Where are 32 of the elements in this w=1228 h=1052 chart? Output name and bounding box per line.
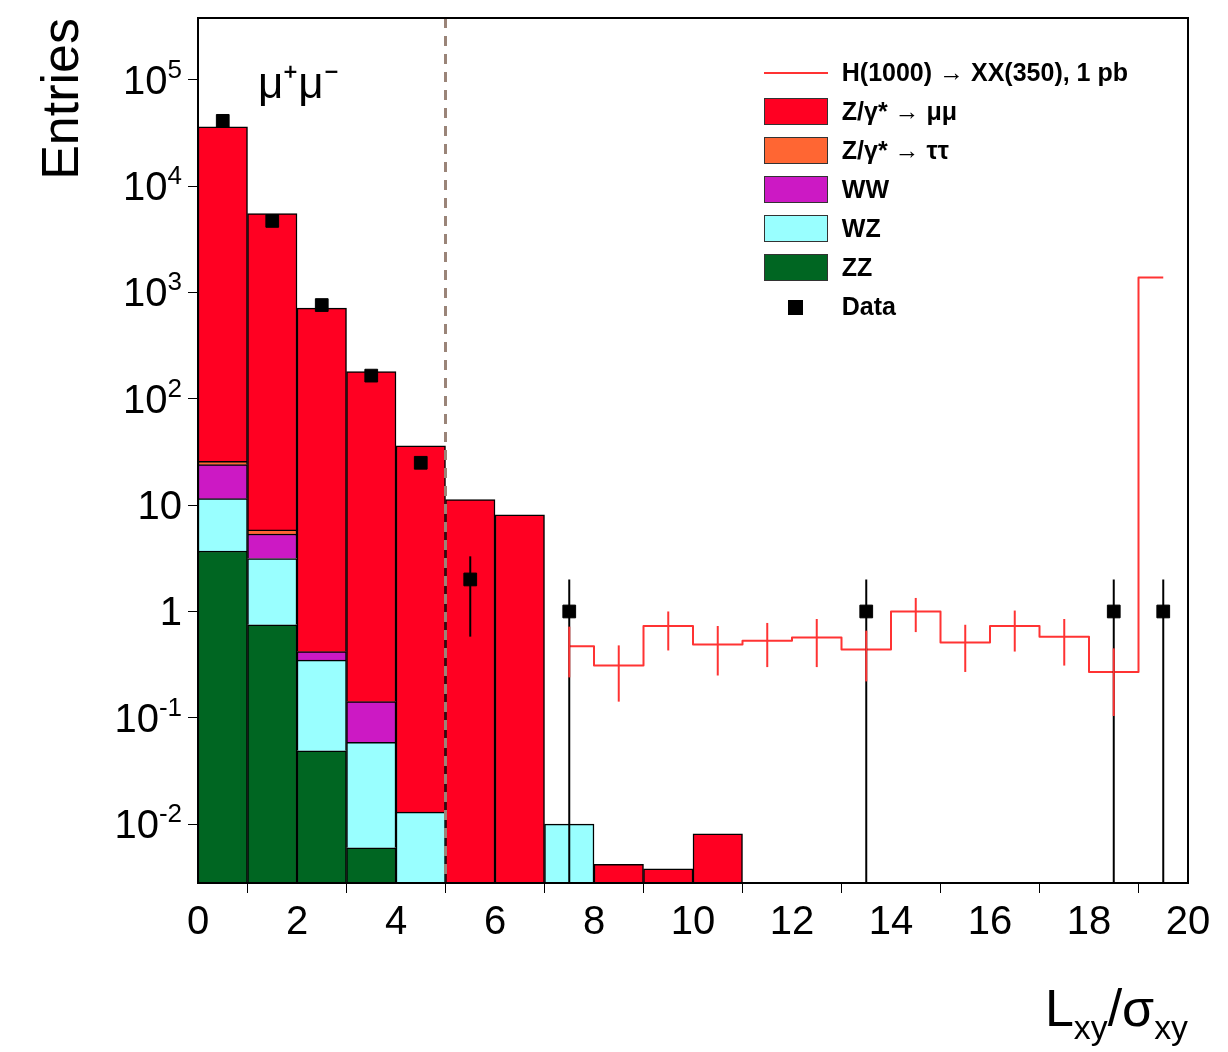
point	[314, 298, 329, 312]
x-tick-label: 14	[868, 898, 914, 943]
point	[463, 572, 478, 587]
y-tick-label: 10	[137, 483, 183, 528]
x-tick-label: 20	[1165, 898, 1211, 943]
legend-label: Z/γ* → ττ	[841, 136, 949, 165]
point	[265, 214, 280, 228]
point	[215, 113, 230, 128]
y-tick-label: 1	[159, 589, 182, 634]
x-tick-label: 2	[285, 898, 309, 943]
legend-label: WW	[841, 175, 889, 204]
point	[562, 604, 577, 619]
point	[859, 604, 874, 619]
y-axis-title: Entries	[31, 18, 89, 180]
x-tick-label: 4	[384, 898, 408, 943]
x-tick-label: 10	[670, 898, 716, 943]
x-tick-label: 8	[582, 898, 606, 943]
x-tick-label: 6	[483, 898, 507, 943]
x-tick-label: 18	[1066, 898, 1112, 943]
x-tick-label: 12	[769, 898, 815, 943]
x-tick-label: 0	[186, 898, 210, 943]
x-tick-label: 16	[967, 898, 1013, 943]
point	[1106, 604, 1121, 619]
legend-label: H(1000) → XX(350), 1 pb	[841, 58, 1128, 87]
legend-label: WZ	[841, 214, 881, 243]
annotation: μ⁺μ⁻	[258, 58, 339, 107]
legend-label: Z/γ* → μμ	[841, 97, 958, 126]
legend-label: ZZ	[841, 253, 873, 282]
point	[1156, 604, 1171, 619]
point	[413, 455, 428, 470]
point	[364, 368, 379, 383]
legend-label: Data	[841, 292, 896, 321]
